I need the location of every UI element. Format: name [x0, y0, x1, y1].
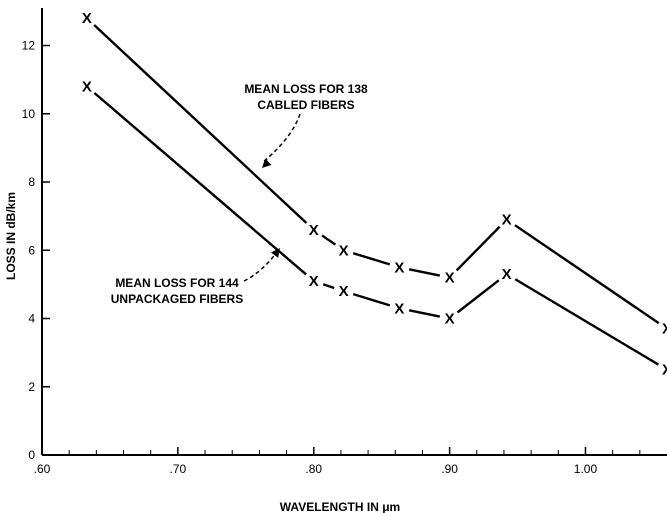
- data-point-marker: X: [309, 273, 319, 290]
- series-line-segment: [352, 252, 391, 266]
- data-point-marker: X: [394, 300, 404, 317]
- y-axis-title: LOSS IN dB/km: [4, 192, 18, 280]
- series-layer: X X X X X X X X X X X X X X: [82, 10, 667, 378]
- data-point-marker: X: [339, 283, 349, 300]
- series-line-segment: [456, 279, 500, 314]
- annotation-unpackaged: MEAN LOSS FOR 144 UNPACKAGED FIBERS: [111, 248, 280, 306]
- annotation-label: MEAN LOSS FOR 138: [244, 82, 368, 96]
- y-tick-label: 6: [28, 243, 35, 257]
- data-point-marker: X: [309, 222, 319, 239]
- x-tick-label: .90: [441, 462, 458, 476]
- annotation-label: CABLED FIBERS: [257, 98, 354, 112]
- series-line-segment: [455, 225, 501, 272]
- annotation-cabled: MEAN LOSS FOR 138 CABLED FIBERS: [244, 82, 368, 168]
- y-tick-label: 2: [28, 380, 35, 394]
- y-tick-label: 10: [22, 107, 36, 121]
- data-point-marker: X: [445, 311, 455, 328]
- x-tick-label: .60: [34, 462, 51, 476]
- data-point-marker: X: [394, 259, 404, 276]
- annotation-arrow: [243, 251, 278, 282]
- y-tick-label: 0: [28, 448, 35, 462]
- series-line-segment: [93, 24, 308, 224]
- data-point-marker: X: [502, 212, 512, 229]
- data-point-marker: X: [82, 78, 92, 95]
- data-point-marker: X: [82, 10, 92, 27]
- series-line-segment: [322, 283, 335, 290]
- series-cabled: X X X X X X X: [82, 10, 667, 338]
- data-point-marker: X: [339, 242, 349, 259]
- arrowhead-icon: [262, 158, 272, 168]
- data-point-marker: X: [662, 321, 667, 338]
- series-line-segment: [321, 234, 337, 246]
- annotation-label: UNPACKAGED FIBERS: [111, 292, 243, 306]
- series-line-segment: [514, 224, 660, 325]
- series-line-segment: [408, 268, 441, 277]
- series-line-segment: [408, 309, 441, 318]
- series-line-segment: [93, 92, 307, 276]
- data-point-marker: X: [445, 270, 455, 287]
- y-tick-label: 8: [28, 175, 35, 189]
- axes: .60 .70 .80 .90 1.00 0 2 4 6 8 10 12: [22, 8, 667, 476]
- series-line-segment: [352, 292, 391, 307]
- data-point-marker: X: [502, 266, 512, 283]
- x-tick-label: .70: [170, 462, 187, 476]
- data-point-marker: X: [662, 362, 667, 379]
- x-tick-label: .80: [305, 462, 322, 476]
- y-tick-label: 12: [22, 39, 36, 53]
- y-tick-label: 4: [28, 312, 35, 326]
- annotation-arrow: [261, 113, 301, 164]
- arrowhead-icon: [271, 248, 280, 258]
- x-axis-title: WAVELENGTH IN μm: [280, 500, 400, 513]
- x-tick-label: 1.00: [574, 462, 598, 476]
- series-line-segment: [514, 278, 660, 366]
- series-unpackaged: X X X X X X X: [82, 78, 667, 378]
- annotation-label: MEAN LOSS FOR 144: [115, 276, 239, 290]
